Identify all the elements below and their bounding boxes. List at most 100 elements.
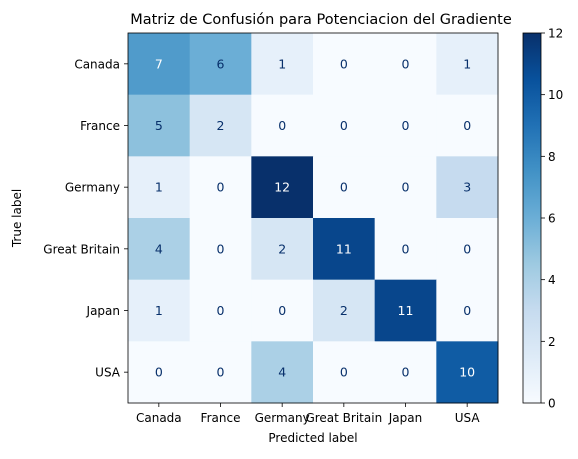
y-tick-label: France (80, 119, 120, 133)
x-tick-label: Germany (255, 411, 310, 425)
colorbar-tick-label: 6 (548, 212, 556, 226)
heatmap-cell-labels: 7 6 1 0 0 15 2 0 0 0 01 0 12 0 0 34 0 2 11 0 01 0 0 2 11 00 0 4 0 0 10 (155, 56, 475, 379)
cell-value-label: 11 (398, 303, 414, 318)
cell-value-label: 2 (278, 241, 286, 256)
cell-value-label: 1 (278, 56, 286, 71)
heatmap-cell (436, 33, 499, 96)
colorbar-tick-label: 10 (548, 88, 563, 102)
heatmap-cell (189, 94, 252, 157)
heatmap-cell (436, 94, 499, 157)
cell-value-label: 5 (155, 118, 163, 133)
heatmap-cell (436, 341, 499, 404)
cell-value-label: 0 (217, 303, 225, 318)
cell-value-label: 0 (278, 118, 286, 133)
heatmap-cell (251, 156, 314, 219)
heatmap-cell (189, 218, 252, 281)
cell-value-label: 0 (463, 241, 471, 256)
heatmap-cell (189, 279, 252, 342)
cell-value-label: 0 (463, 118, 471, 133)
heatmap-cell (189, 341, 252, 404)
heatmap-cell (313, 156, 376, 219)
heatmap-cell (313, 341, 376, 404)
cell-value-label: 0 (278, 303, 286, 318)
y-tick-label: Germany (65, 181, 120, 195)
cell-value-label: 2 (217, 118, 225, 133)
heatmap-cell (374, 279, 437, 342)
heatmap-cell (436, 156, 499, 219)
cell-value-label: 0 (340, 365, 348, 380)
heatmap-cell (313, 33, 376, 96)
heatmap-cell (128, 341, 191, 404)
heatmap-cell (313, 218, 376, 281)
heatmap-cell (128, 156, 191, 219)
x-tick-label: USA (455, 411, 481, 425)
colorbar-tick-label: 2 (548, 335, 556, 349)
cell-value-label: 1 (155, 303, 163, 318)
heatmap-cell (374, 156, 437, 219)
y-tick-label: Japan (86, 304, 120, 318)
colorbar-tick-label: 4 (548, 273, 556, 287)
heatmap-cell (251, 94, 314, 157)
cell-value-label: 7 (155, 56, 163, 71)
heatmap-cell (128, 94, 191, 157)
heatmap-cell (374, 33, 437, 96)
colorbar-ticks: 0 2 4 6 8 10 12 (541, 27, 563, 411)
cell-value-label: 1 (463, 56, 471, 71)
cell-value-label: 0 (402, 56, 410, 71)
x-tick-label: France (201, 411, 241, 425)
cell-value-label: 0 (340, 56, 348, 71)
x-tick-label: Canada (136, 411, 182, 425)
chart-title: Matriz de Confusión para Potenciacion de… (130, 12, 512, 28)
cell-value-label: 0 (340, 180, 348, 195)
heatmap-cells (128, 33, 499, 404)
x-axis-label: Predicted label (268, 431, 357, 445)
cell-value-label: 11 (336, 241, 352, 256)
y-tick-label: USA (95, 366, 121, 380)
heatmap-cell (251, 33, 314, 96)
colorbar (522, 32, 542, 404)
cell-value-label: 0 (402, 118, 410, 133)
cell-value-label: 0 (217, 241, 225, 256)
cell-value-label: 0 (402, 180, 410, 195)
heatmap-cell (189, 33, 252, 96)
colorbar-tick-label: 8 (548, 150, 556, 164)
heatmap-cell (436, 279, 499, 342)
x-tick-label: Great Britain (305, 411, 382, 425)
heatmap-cell (251, 341, 314, 404)
cell-value-label: 10 (459, 365, 475, 380)
cell-value-label: 0 (402, 365, 410, 380)
heatmap-cell (251, 218, 314, 281)
heatmap-cell (128, 33, 191, 96)
colorbar-tick-label: 0 (548, 397, 556, 411)
heatmap-cell (374, 341, 437, 404)
cell-value-label: 4 (278, 365, 286, 380)
cell-value-label: 0 (217, 180, 225, 195)
y-tick-label: Canada (74, 57, 120, 71)
cell-value-label: 0 (402, 241, 410, 256)
y-tick-label: Great Britain (43, 242, 120, 256)
y-axis: Canada France Germany Great Britain Japan USA (43, 57, 128, 380)
cell-value-label: 6 (217, 56, 225, 71)
heatmap-cell (128, 218, 191, 281)
cell-value-label: 0 (463, 303, 471, 318)
cell-value-label: 12 (274, 180, 290, 195)
heatmap-cell (189, 156, 252, 219)
cell-value-label: 0 (155, 365, 163, 380)
x-tick-label: Japan (388, 411, 422, 425)
heatmap-cell (128, 279, 191, 342)
cell-value-label: 3 (463, 180, 471, 195)
cell-value-label: 4 (155, 241, 163, 256)
cell-value-label: 1 (155, 180, 163, 195)
cell-value-label: 0 (217, 365, 225, 380)
heatmap-cell (251, 279, 314, 342)
y-axis-label: True label (10, 189, 24, 248)
heatmap-cell (313, 94, 376, 157)
plot-frame (127, 32, 499, 404)
cell-value-label: 0 (340, 118, 348, 133)
heatmap-cell (374, 218, 437, 281)
cell-value-label: 2 (340, 303, 348, 318)
heatmap-cell (374, 94, 437, 157)
